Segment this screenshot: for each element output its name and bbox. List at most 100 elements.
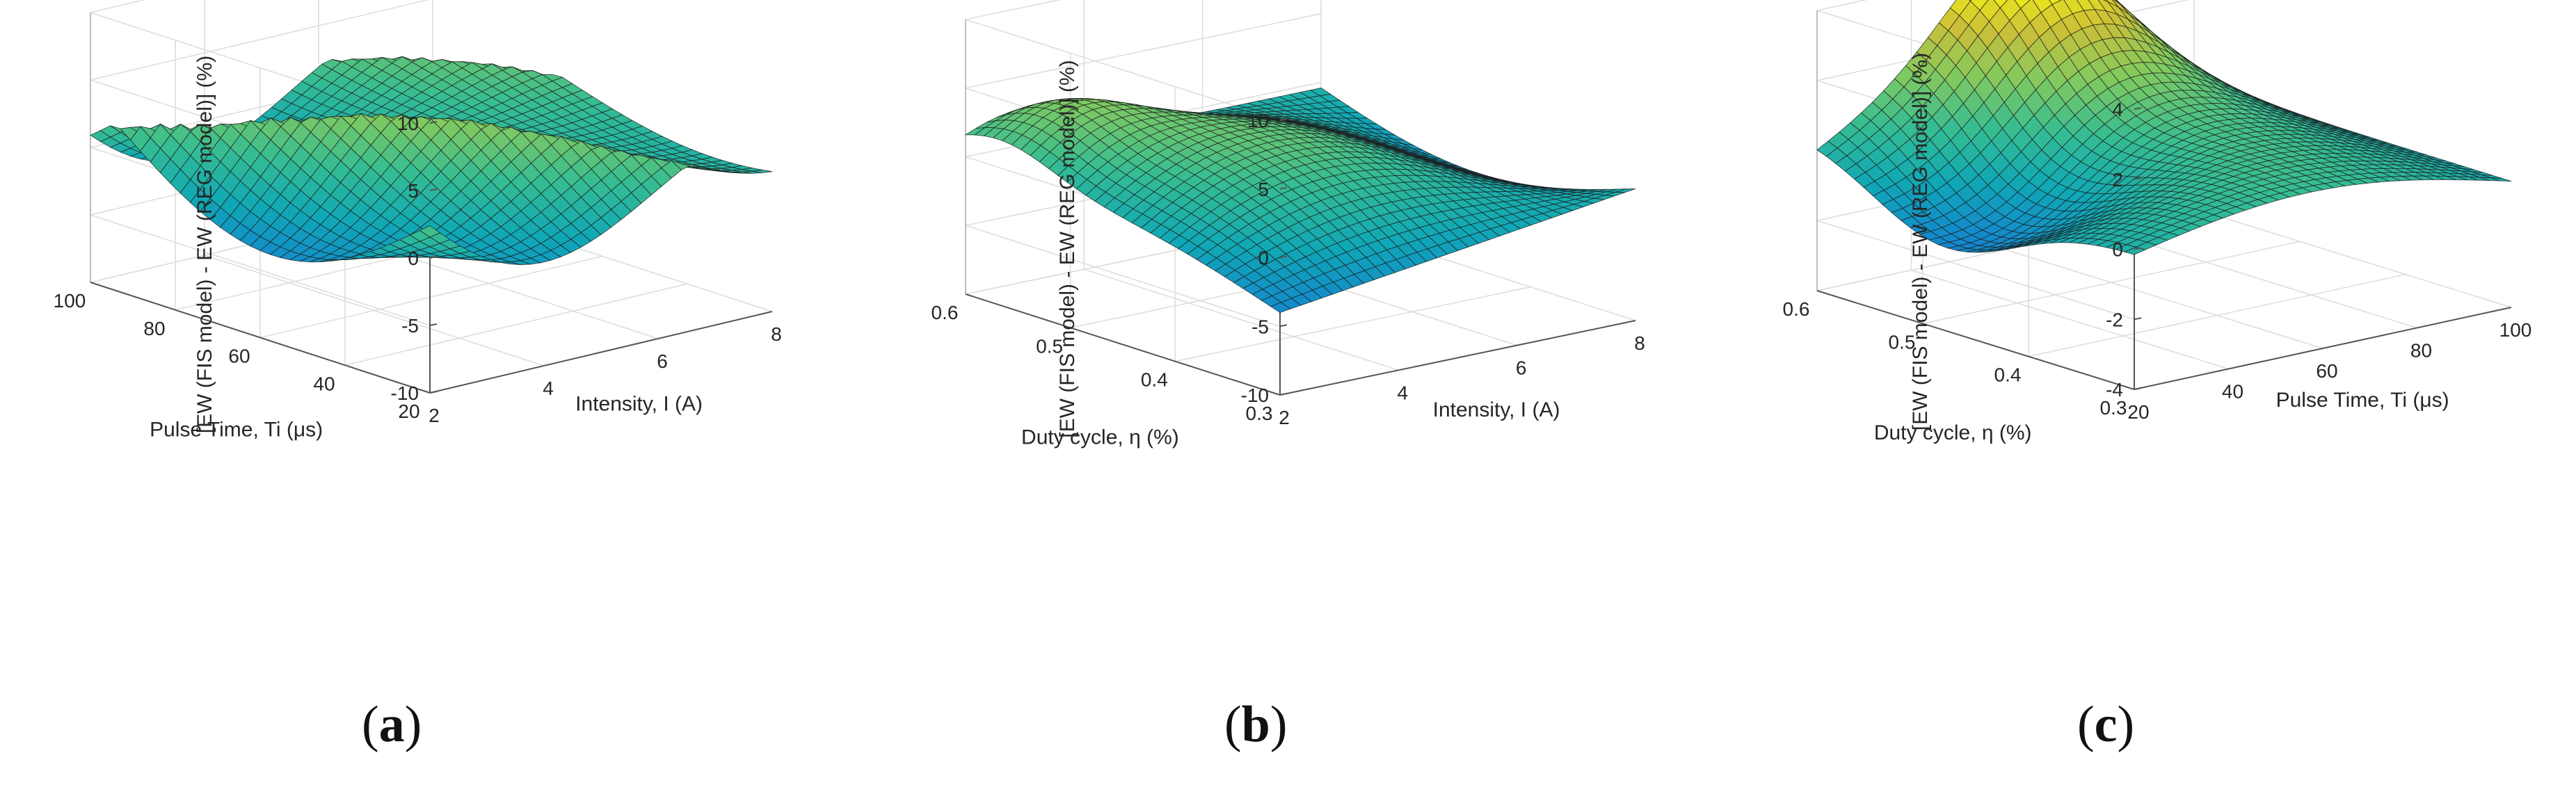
y-tick-label: 0.4	[1994, 364, 2022, 386]
y-tick-label: 60	[228, 346, 250, 367]
y-axis-label: Duty cycle, η (%)	[1021, 426, 1179, 448]
surface-patch	[752, 169, 773, 173]
y-tick-label: 20	[398, 401, 419, 422]
x-tick-label: 80	[2410, 340, 2432, 362]
back-wall-gridline	[965, 0, 1062, 20]
z-tick	[1279, 393, 1288, 396]
floor-gridline	[2005, 249, 2323, 349]
surface-patch	[1615, 188, 1636, 193]
x-tick-label: 40	[2222, 381, 2243, 403]
floor-gridline	[1922, 241, 2301, 325]
z-tick	[2134, 247, 2142, 250]
x-tick-label: 100	[2499, 319, 2532, 341]
z-tick	[429, 188, 438, 191]
x-axis-label: Pulse Time, Ti (μs)	[2276, 389, 2449, 412]
z-tick-label: -10	[391, 382, 419, 404]
floor-gridline	[1911, 269, 2229, 370]
y-tick-label: 0.6	[1783, 298, 1810, 320]
y-tick-label: 0.6	[931, 302, 959, 323]
x-axis-line	[2134, 307, 2512, 390]
side-wall-gridline	[965, 19, 1281, 121]
surface-a	[90, 56, 773, 266]
chart-c: -4 -2 0 2 4 20 40 60 80 100 0.3 0.4 0.5 0.6 Pulse Time…	[1783, 0, 2532, 444]
z-tick	[1279, 118, 1288, 121]
z-tick	[2134, 177, 2142, 180]
y-tick-label: 0.3	[2100, 397, 2127, 419]
floor-gridline	[344, 283, 688, 366]
z-tick	[2134, 107, 2142, 110]
floor-gridline	[2193, 208, 2512, 308]
surface-patch	[1993, 0, 2008, 8]
floor-gridline	[259, 255, 603, 339]
z-tick	[2134, 317, 2142, 321]
y-axis-label: Pulse Time, Ti (μs)	[150, 419, 323, 442]
y-axis-line	[1816, 290, 2135, 390]
side-wall-gridline	[1816, 220, 2135, 320]
z-tick-label: 0	[1258, 248, 1269, 269]
y-tick-label: 0.4	[1141, 369, 1168, 391]
z-tick	[429, 256, 438, 259]
y-axis-line	[965, 293, 1281, 396]
z-tick-label: 0	[2112, 239, 2123, 261]
z-tick-label: -10	[1241, 385, 1269, 406]
z-tick	[429, 323, 438, 326]
x-axis-label: Intensity, I (A)	[575, 393, 703, 416]
z-axis-label: [EW (FIS model) - EW (REG model)] (%)	[193, 56, 216, 433]
chart-a: -10 -5 0 5 10 2 4 6 8 20 40 60 80 100 Intensity, I (A)…	[54, 0, 782, 442]
back-wall-gridline	[965, 13, 1322, 89]
y-tick-label: 0.5	[1889, 331, 1916, 353]
x-tick-label: 8	[1634, 332, 1645, 354]
z-tick-label: -2	[2106, 309, 2123, 330]
y-tick-label: 0.3	[1246, 403, 1273, 424]
x-tick-label: 60	[2316, 360, 2337, 382]
z-tick	[1279, 255, 1288, 259]
y-axis-line	[90, 282, 431, 394]
x-axis-line	[1279, 320, 1636, 396]
floor-gridline	[1175, 286, 1531, 362]
x-tick-label: 6	[657, 350, 668, 372]
surface-c	[1816, 0, 2512, 255]
floor-gridline	[1084, 268, 1399, 371]
x-tick-label: 8	[771, 323, 782, 345]
x-tick-label: 20	[2127, 401, 2149, 423]
z-tick	[1279, 324, 1288, 328]
surface-patch	[2490, 177, 2512, 182]
z-tick-label: 5	[1258, 179, 1269, 200]
side-wall-gridline	[965, 225, 1281, 327]
x-tick-label: 6	[1516, 357, 1527, 379]
z-tick-label: -4	[2106, 379, 2123, 401]
z-tick-label: 4	[2112, 99, 2123, 120]
x-axis-line	[429, 311, 773, 394]
z-tick-label: 0	[408, 248, 419, 269]
y-tick-label: 80	[143, 318, 165, 339]
z-tick	[429, 391, 438, 394]
z-tick-label: -5	[1251, 316, 1269, 337]
y-tick-label: 100	[54, 290, 86, 312]
y-axis-label: Duty cycle, η (%)	[1874, 421, 2032, 444]
surface-b	[964, 87, 1636, 313]
panel-label-b: (b)	[1224, 696, 1288, 753]
z-axis-label: [EW (FIS model) - EW (REG model)] (%)	[1909, 53, 1932, 430]
z-tick-label: 2	[2112, 169, 2123, 191]
x-tick-label: 2	[429, 405, 440, 426]
z-tick	[2134, 387, 2142, 390]
panel-label-a: (a)	[362, 696, 422, 753]
z-tick-label: 10	[397, 113, 419, 134]
z-tick	[1279, 186, 1288, 190]
z-tick-label: 5	[408, 180, 419, 202]
y-tick-label: 0.5	[1036, 335, 1063, 357]
x-tick-label: 4	[543, 378, 554, 399]
x-tick-label: 2	[1279, 407, 1290, 428]
floor-gridline	[2028, 273, 2406, 357]
z-tick-label: 10	[1247, 110, 1269, 131]
back-wall-gridline	[90, 0, 429, 81]
z-axis-label: [EW (FIS model) - EW (REG model)] (%)	[1056, 60, 1079, 437]
side-wall-gridline	[90, 214, 431, 326]
x-axis-label: Intensity, I (A)	[1433, 398, 1560, 421]
y-tick-label: 40	[313, 373, 335, 394]
chart-b: -10 -5 0 5 10 2 4 6 8 0.3 0.4 0.5 0.6 Intensity, I (A…	[931, 0, 1645, 448]
z-tick	[429, 121, 438, 124]
panel-label-c: (c)	[2077, 696, 2135, 753]
z-tick-label: -5	[401, 315, 419, 337]
